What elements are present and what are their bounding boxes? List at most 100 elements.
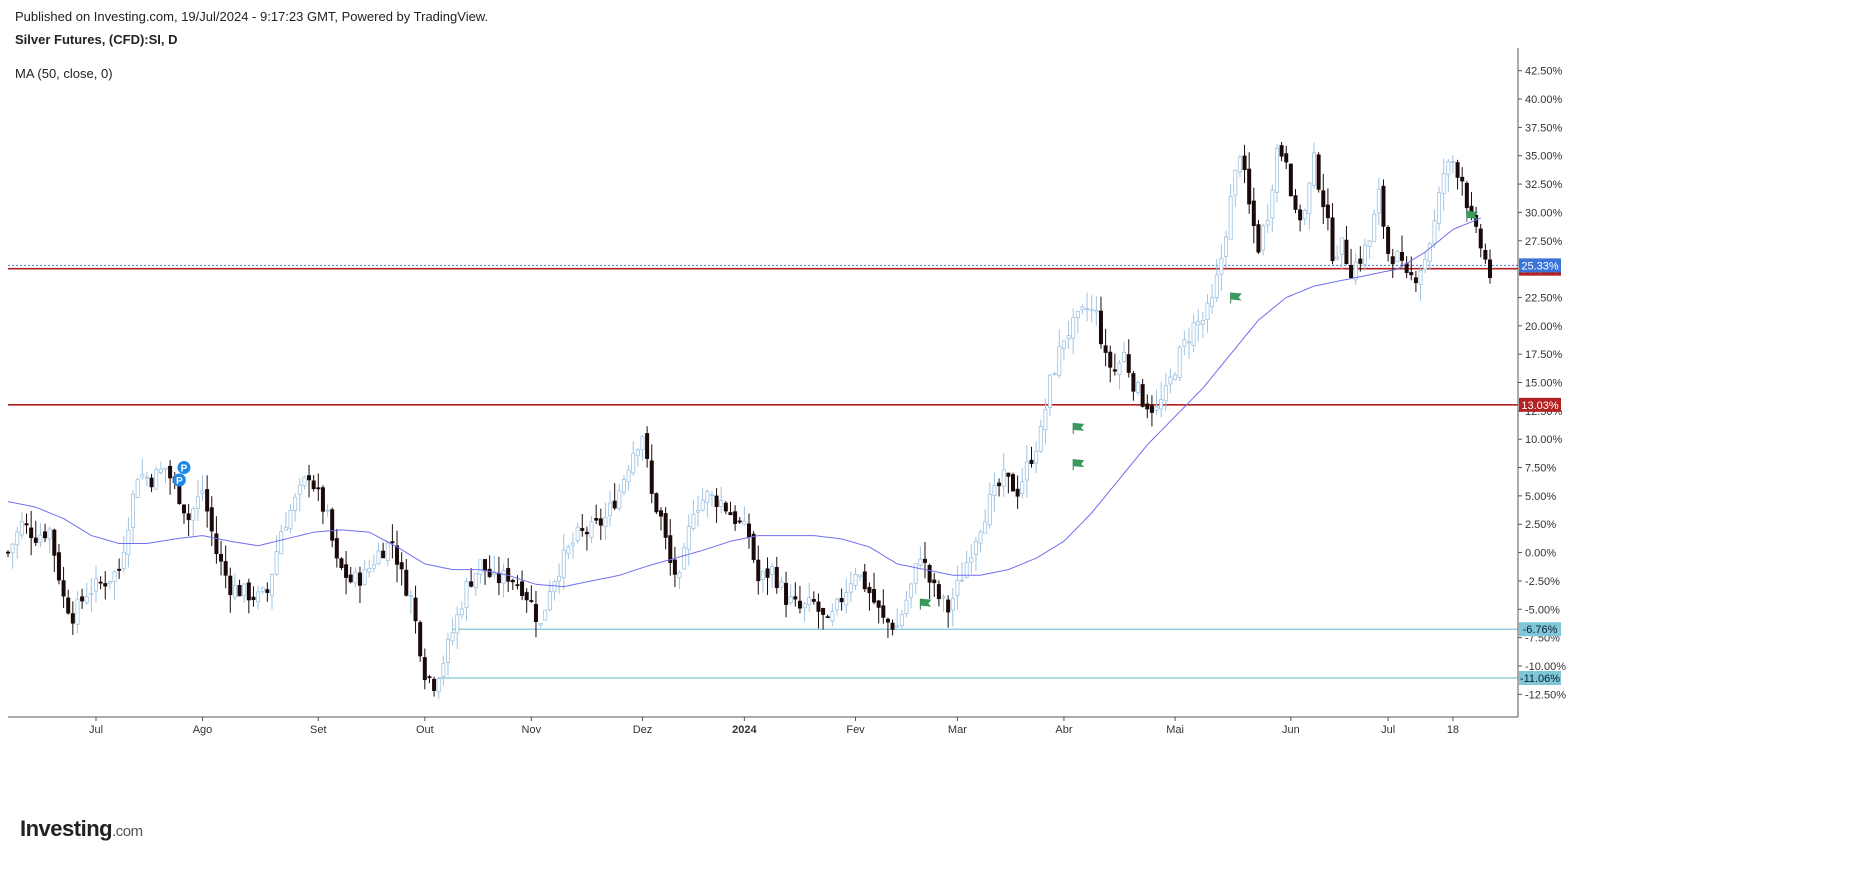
candle-body: [1182, 339, 1187, 347]
candle: [834, 597, 839, 616]
x-tick-label: Jul: [1381, 724, 1395, 736]
candle: [872, 572, 877, 605]
candle-body: [1089, 308, 1094, 311]
candle: [209, 496, 214, 547]
candle-body: [793, 596, 798, 600]
candle: [686, 514, 691, 566]
candle: [1427, 241, 1432, 271]
candle-body: [1362, 244, 1367, 266]
candle: [821, 607, 826, 630]
candle-body: [256, 591, 261, 603]
candle-body: [649, 460, 654, 494]
candle-body: [1261, 225, 1266, 251]
candle-body: [839, 598, 844, 603]
candle: [807, 582, 812, 612]
candle-body: [561, 549, 566, 578]
candle: [1395, 249, 1400, 263]
candle-body: [1048, 374, 1053, 408]
candle: [1038, 419, 1043, 454]
candle: [320, 485, 325, 525]
candle-body: [1316, 154, 1321, 190]
candle: [899, 610, 904, 629]
candle-body: [904, 599, 909, 614]
candle-body: [339, 558, 344, 568]
candle: [357, 566, 362, 604]
candle-body: [376, 550, 381, 565]
candle: [80, 588, 85, 609]
candle-body: [1186, 341, 1191, 344]
candle-body: [733, 511, 738, 524]
candle-body: [909, 583, 914, 598]
candle: [344, 551, 349, 595]
candle-body: [936, 584, 941, 600]
candle: [1302, 208, 1307, 226]
candle: [200, 474, 205, 502]
candle-body: [1085, 308, 1090, 310]
candle: [575, 522, 580, 544]
candle: [334, 529, 339, 568]
candle-body: [1210, 297, 1215, 307]
candle-body: [1140, 384, 1145, 407]
y-tick-label: 30.00%: [1525, 207, 1563, 219]
candle: [1080, 304, 1085, 315]
candle: [1196, 308, 1201, 342]
candle: [33, 520, 38, 546]
y-tick-label: 10.00%: [1525, 434, 1563, 446]
candle: [1335, 244, 1340, 261]
candle-body: [1432, 220, 1437, 245]
candle: [589, 516, 594, 543]
candle: [1103, 328, 1108, 367]
candle-body: [668, 535, 673, 563]
candle: [256, 585, 261, 610]
candle-body: [320, 487, 325, 512]
candle: [635, 448, 640, 467]
candle-body: [1061, 340, 1066, 349]
candle: [885, 617, 890, 638]
candle-body: [223, 561, 228, 576]
candle: [594, 504, 599, 524]
candle: [302, 475, 307, 490]
candle: [584, 526, 589, 551]
y-tick-label: 0.00%: [1525, 548, 1556, 560]
candle: [1400, 235, 1405, 268]
candle-body: [75, 598, 80, 625]
candle-body: [1034, 450, 1039, 464]
candle: [1200, 311, 1205, 339]
candle-body: [1108, 351, 1113, 368]
candle-body: [1094, 309, 1099, 313]
support-upper-tag-label: -6.76%: [1523, 624, 1558, 636]
candle-body: [1367, 240, 1372, 247]
candle: [260, 586, 265, 595]
indicator-label[interactable]: MA (50, close, 0): [15, 66, 113, 81]
candle: [223, 545, 228, 589]
candle-body: [1321, 190, 1326, 208]
candle-body: [66, 597, 71, 614]
candle-body: [325, 509, 330, 512]
candle: [418, 620, 423, 662]
candle: [168, 460, 173, 495]
candle: [515, 575, 520, 590]
candle-body: [107, 580, 112, 584]
candle-body: [93, 578, 98, 592]
candle-body: [834, 598, 839, 611]
candle-body: [279, 531, 284, 554]
candle: [1478, 223, 1483, 258]
candle-body: [395, 545, 400, 565]
candle: [15, 526, 20, 559]
candle: [756, 545, 761, 595]
candle: [723, 501, 728, 515]
candle: [1307, 181, 1312, 230]
candle: [797, 585, 802, 614]
y-tick-label: 22.50%: [1525, 292, 1563, 304]
candle: [645, 426, 650, 468]
candle-body: [260, 587, 265, 592]
y-tick-label: -5.00%: [1525, 604, 1560, 616]
candle-body: [1441, 173, 1446, 194]
candle-body: [1284, 153, 1289, 163]
x-tick-label: 18: [1447, 724, 1459, 736]
candle: [140, 459, 145, 480]
y-tick-label: -10.00%: [1525, 661, 1566, 673]
price-tags-layer: 25.04%13.03%-6.76%-11.06%25.33%: [1519, 258, 1561, 685]
candle-body: [594, 518, 599, 521]
